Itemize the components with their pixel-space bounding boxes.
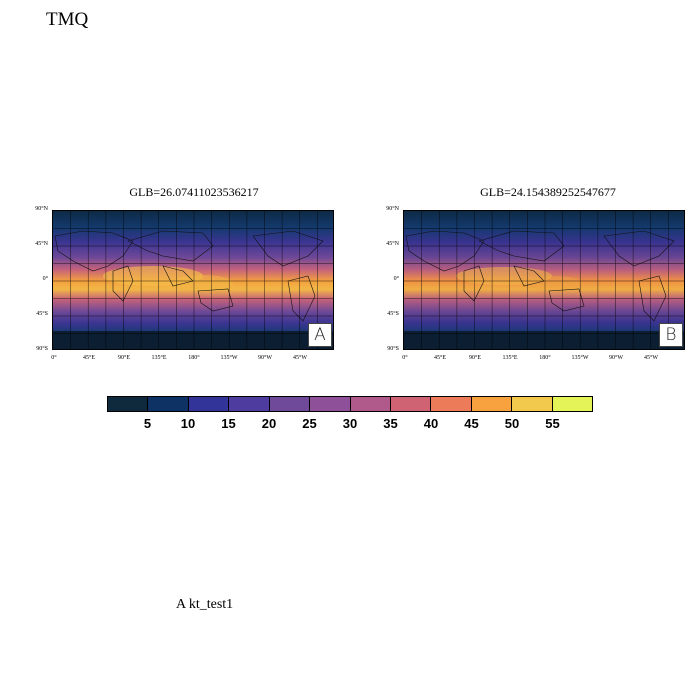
lat-label: 45°N bbox=[35, 241, 48, 247]
colorbar-label: 30 bbox=[342, 416, 358, 431]
colorbar-label: 25 bbox=[302, 416, 317, 431]
lon-label: 90°E bbox=[117, 355, 131, 361]
lat-label: 45°S bbox=[387, 311, 399, 317]
tmq-field-b bbox=[404, 211, 684, 349]
lat-label: 90°N bbox=[35, 206, 48, 212]
lon-label: 180° bbox=[188, 355, 200, 361]
lat-label: 45°S bbox=[36, 311, 48, 317]
lat-label: 0° bbox=[393, 276, 399, 282]
lon-label: 90°W bbox=[608, 355, 624, 361]
lat-label: 0° bbox=[42, 276, 48, 282]
colorbar-box bbox=[108, 397, 149, 411]
colorbar-label: 20 bbox=[261, 416, 277, 431]
lat-label: 45°N bbox=[386, 241, 399, 247]
colorbar-box bbox=[310, 397, 351, 411]
colorbar-box bbox=[350, 397, 391, 411]
caption: A kt_test1 bbox=[176, 597, 234, 612]
colorbar-label: 45 bbox=[464, 416, 479, 431]
colorbar-box bbox=[229, 397, 270, 411]
colorbar-box bbox=[269, 397, 311, 411]
panel-a-title: GLB=26.07411023536217 bbox=[129, 185, 259, 199]
lon-label: 45°E bbox=[433, 355, 447, 361]
lon-label: 45°W bbox=[292, 355, 308, 361]
colorbar-box bbox=[390, 397, 432, 411]
colorbar-box bbox=[471, 397, 513, 411]
tmq-field-a bbox=[53, 211, 333, 349]
colorbar-label: 35 bbox=[383, 416, 398, 431]
lon-label: 90°W bbox=[257, 355, 273, 361]
lon-label: 135°E bbox=[151, 355, 167, 361]
lon-label: 180° bbox=[539, 355, 551, 361]
colorbar-box bbox=[431, 397, 472, 411]
colorbar-label: 55 bbox=[545, 416, 560, 431]
lon-label: 45°W bbox=[643, 355, 659, 361]
colorbar-label: 5 bbox=[143, 416, 152, 431]
lat-label: 90°N bbox=[386, 206, 399, 212]
colorbar-label: 15 bbox=[221, 416, 236, 431]
main-title: TMQ bbox=[46, 9, 89, 30]
colorbar-label: 50 bbox=[504, 416, 520, 431]
lon-label: 0° bbox=[402, 355, 408, 361]
colorbar-box bbox=[512, 397, 553, 411]
colorbar-box bbox=[188, 397, 230, 411]
colorbar-label: 10 bbox=[180, 416, 196, 431]
lon-label: 90°E bbox=[468, 355, 482, 361]
colorbar-label: 40 bbox=[423, 416, 439, 431]
lon-label: 0° bbox=[51, 355, 57, 361]
lon-label: 135°E bbox=[502, 355, 518, 361]
lon-label: 135°W bbox=[571, 355, 589, 361]
lon-label: 135°W bbox=[220, 355, 238, 361]
panel-b-title: GLB=24.154389252547677 bbox=[480, 185, 616, 199]
map-panel-b bbox=[403, 210, 685, 350]
colorbar-box bbox=[552, 397, 593, 411]
map-panel-a bbox=[52, 210, 334, 350]
lon-label: 45°E bbox=[82, 355, 96, 361]
lat-label: 90°S bbox=[36, 346, 48, 352]
colorbar-box bbox=[148, 397, 189, 411]
panel-tag-b: B bbox=[659, 323, 683, 347]
colorbar bbox=[107, 396, 593, 412]
lat-label: 90°S bbox=[387, 346, 399, 352]
panel-tag-a: A bbox=[308, 323, 332, 347]
